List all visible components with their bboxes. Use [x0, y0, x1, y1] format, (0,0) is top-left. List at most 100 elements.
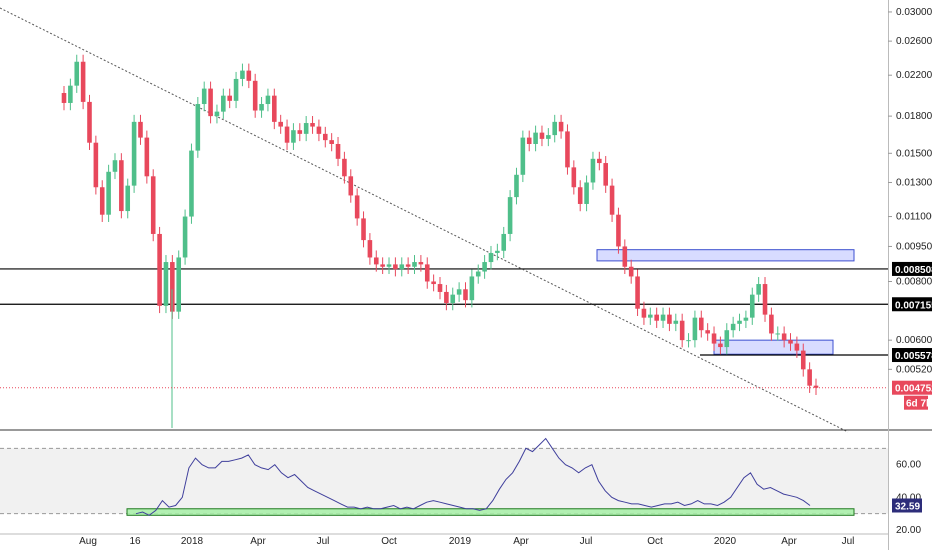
candle-body	[552, 121, 558, 136]
candle-body	[807, 369, 812, 386]
candle-body	[660, 314, 666, 321]
candle-body	[214, 111, 220, 117]
candle-body	[705, 330, 710, 334]
candle-body	[284, 126, 290, 143]
candle-body	[322, 133, 328, 141]
candle-body	[628, 266, 634, 277]
candle-body	[265, 95, 271, 105]
candle-body	[150, 176, 156, 234]
candle-body	[437, 284, 443, 292]
candle-body	[762, 284, 768, 315]
candle-body	[233, 78, 239, 101]
candle-body	[119, 160, 124, 212]
candle-body	[80, 61, 86, 102]
candle-body	[93, 142, 99, 188]
time-tick-label: Aug	[79, 536, 97, 547]
candle-body	[291, 130, 296, 143]
candle-body	[749, 294, 755, 318]
candle-body	[800, 350, 806, 370]
candle-body	[730, 323, 736, 331]
level-tag	[892, 297, 932, 312]
candle-body	[380, 264, 385, 267]
candle-body	[131, 121, 137, 186]
candle-body	[565, 131, 570, 168]
candle-body	[444, 291, 449, 303]
resistance-zone	[596, 249, 855, 262]
candle-body	[170, 262, 175, 312]
candle-body	[316, 126, 322, 134]
candle-body	[201, 88, 207, 105]
candle-body	[412, 262, 417, 267]
candle-body	[813, 385, 819, 388]
countdown-label: 6d 7h	[906, 399, 932, 410]
level-tag	[892, 261, 932, 276]
candle-body	[87, 101, 92, 143]
candle-body	[781, 333, 787, 341]
rsi-tick-label: 60.00	[896, 460, 921, 471]
candle-body	[189, 150, 194, 217]
candle-body	[138, 121, 143, 138]
candle-body	[221, 95, 226, 112]
candle-body	[641, 308, 647, 318]
candle-body	[475, 271, 481, 277]
candle-body	[418, 262, 424, 265]
last-price-tag	[892, 380, 932, 395]
candle-body	[794, 343, 800, 351]
candle-body	[501, 233, 507, 251]
level-tag-label: 0.007155	[895, 300, 932, 311]
candle-body	[424, 264, 430, 282]
candle-body	[125, 185, 131, 212]
candle-body	[507, 197, 513, 234]
candle-body	[692, 317, 698, 341]
candle-body	[278, 121, 283, 127]
candle-body	[252, 80, 258, 111]
candle-body	[112, 160, 118, 172]
rsi-pane	[0, 437, 888, 516]
candle-body	[303, 123, 309, 134]
last-price-label: 0.004752	[895, 384, 932, 395]
candle-body	[597, 158, 602, 164]
candle-body	[520, 137, 526, 175]
candle-body	[348, 176, 354, 196]
candle-body	[584, 182, 589, 204]
candle-body	[495, 250, 500, 253]
rsi-value-label: 32.59	[895, 502, 920, 513]
candle-body	[144, 137, 150, 177]
candle-body	[769, 314, 774, 334]
rsi-tick-label: 20.00	[896, 525, 921, 536]
candle-body	[488, 252, 494, 263]
candle-body	[335, 143, 341, 159]
candle-body	[68, 85, 73, 103]
candle-body	[405, 264, 411, 267]
candle-body	[361, 218, 366, 241]
candle-body	[514, 174, 519, 198]
candle-body	[195, 104, 201, 151]
time-tick-label: Jul	[317, 536, 330, 547]
candle-body	[558, 121, 564, 132]
candle-body	[367, 240, 373, 258]
candle-body	[373, 257, 379, 265]
time-tick-label: Apr	[250, 536, 266, 547]
candle-body	[61, 93, 67, 103]
candle-body	[590, 158, 596, 183]
candle-body	[354, 195, 360, 219]
candle-body	[526, 137, 532, 144]
candle-body	[450, 294, 456, 303]
time-tick-label: Oct	[647, 536, 663, 547]
countdown-tag	[904, 395, 928, 410]
candle-body	[533, 132, 538, 144]
time-tick-label: Apr	[513, 536, 529, 547]
candle-body	[176, 257, 182, 312]
candle-body	[686, 340, 691, 342]
candle-body	[616, 214, 621, 247]
candle-body	[743, 317, 749, 321]
candle-body	[399, 264, 405, 270]
